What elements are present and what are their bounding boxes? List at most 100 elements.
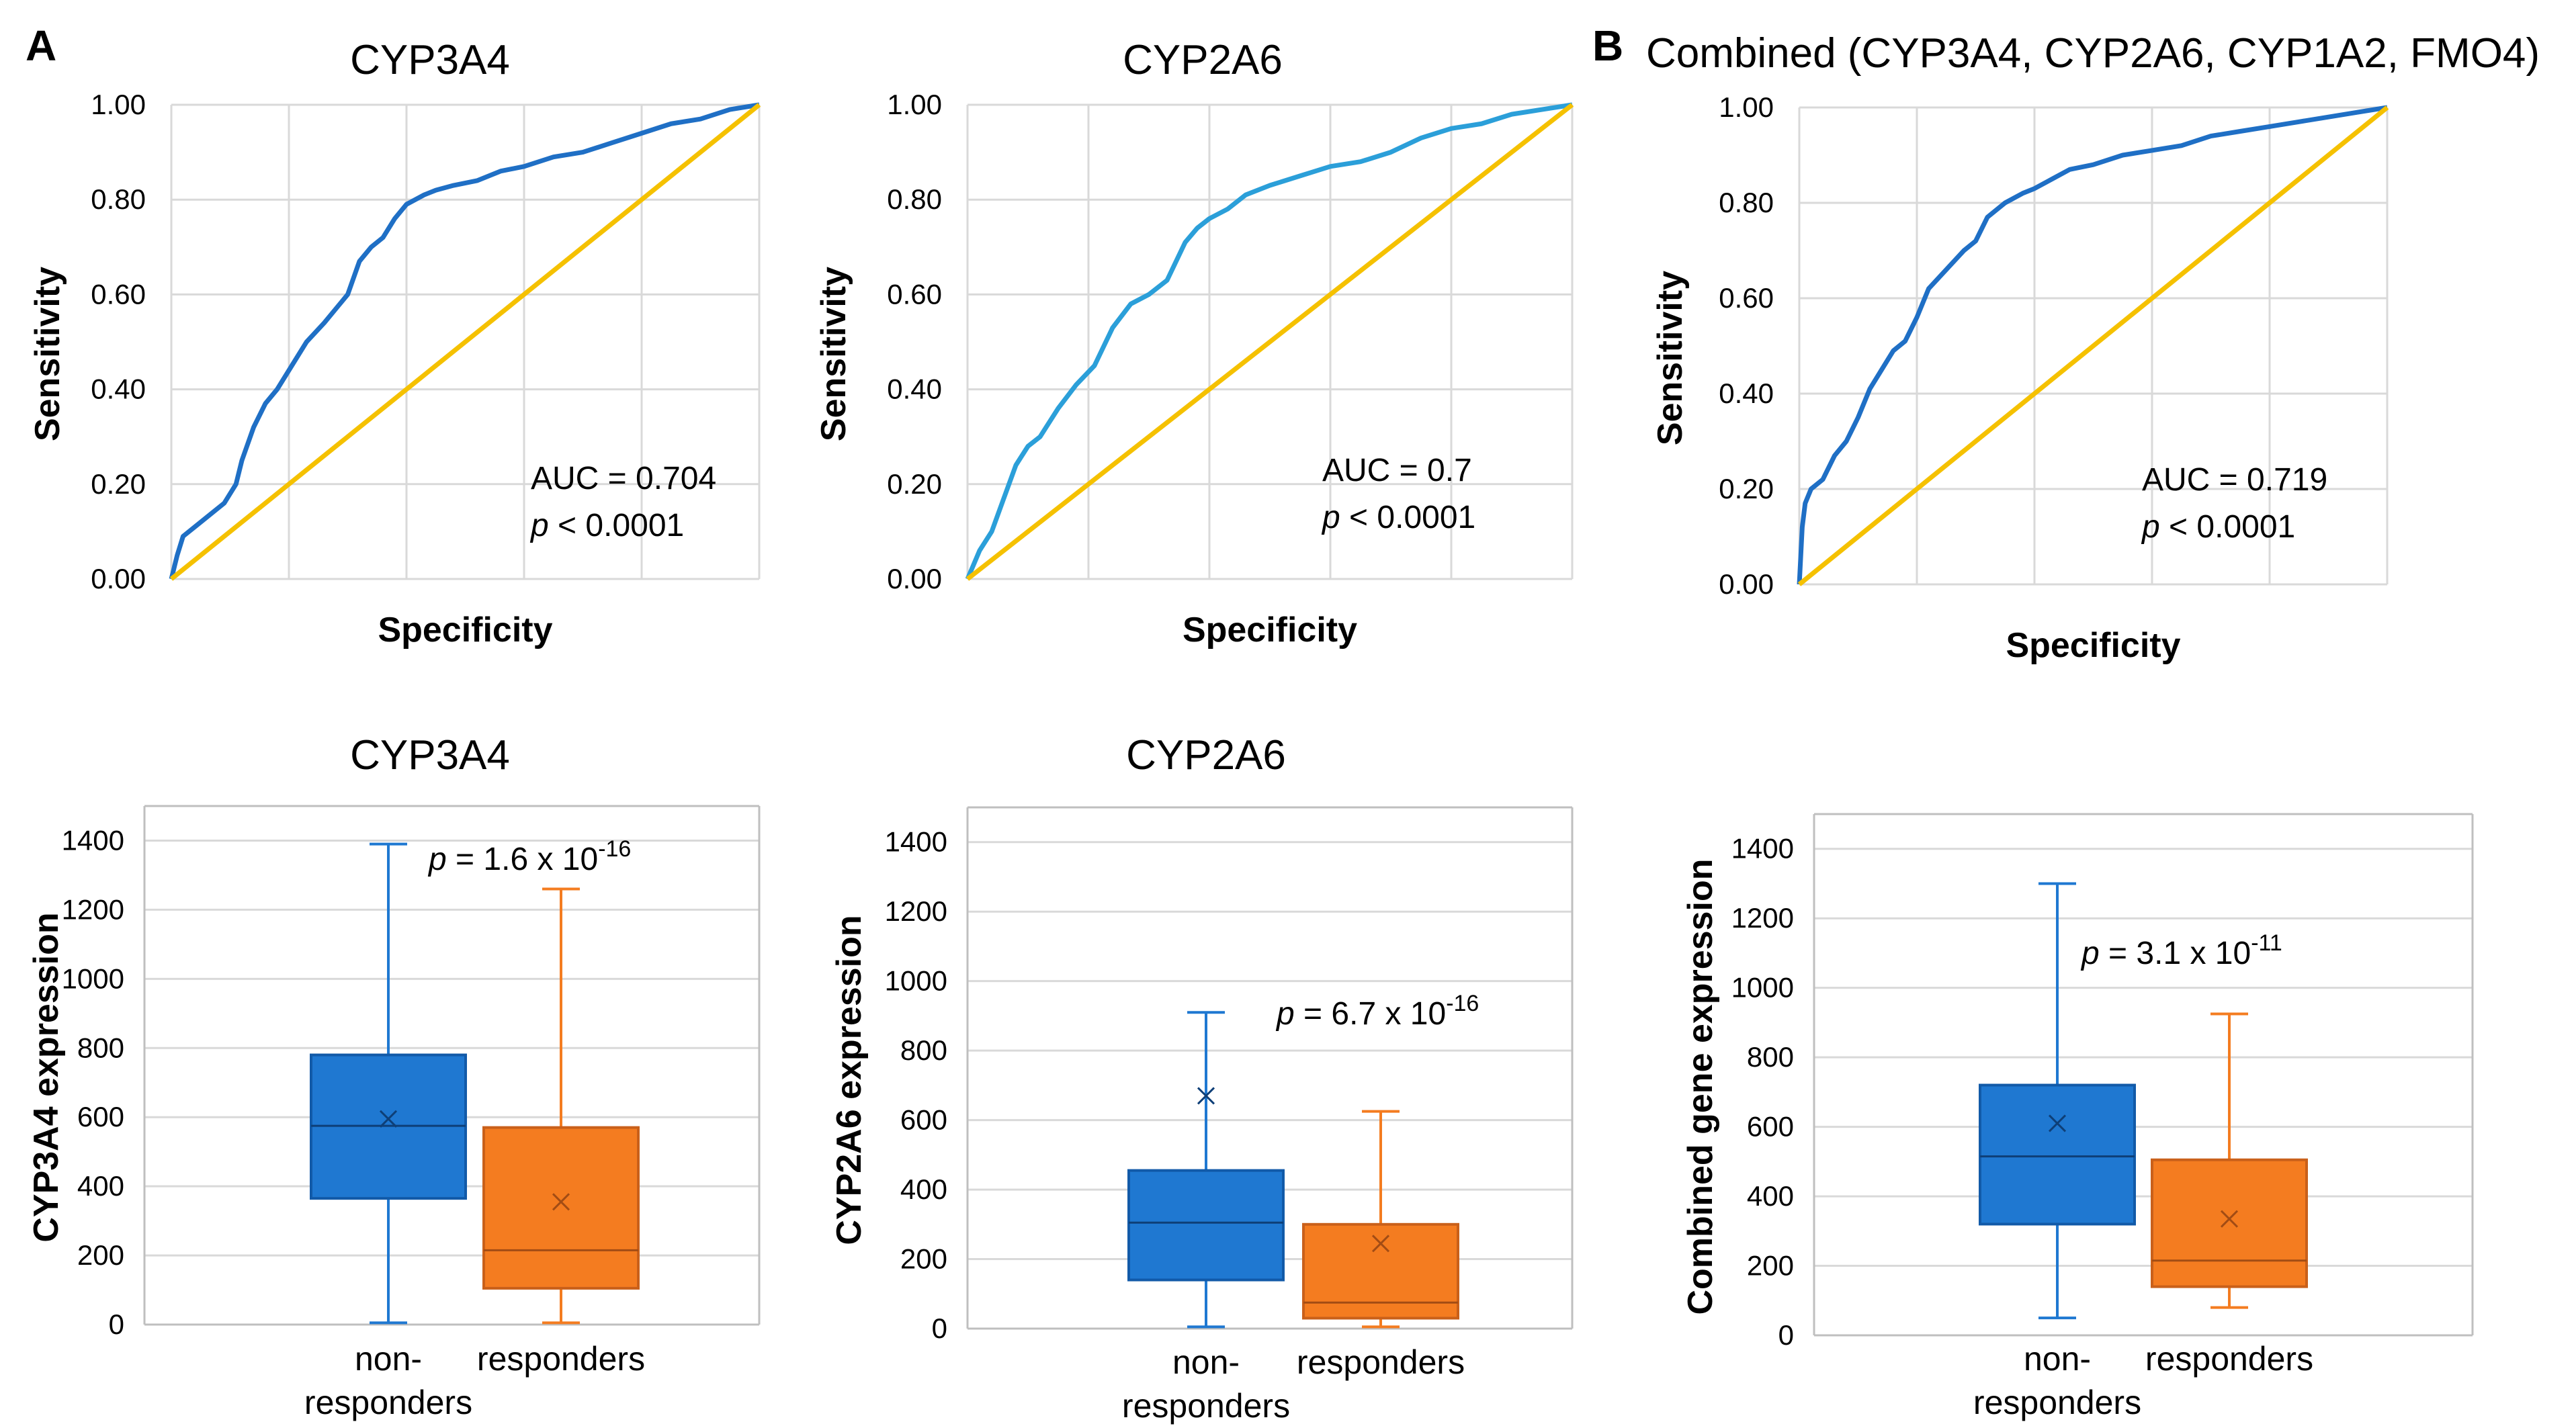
y-tick-label: 200 <box>1747 1250 1794 1282</box>
category-label: responders <box>1973 1384 2141 1421</box>
box-chart-box_cyp2a6: 0 200 400 600 800 1000 1200 1400 non-respondersr… <box>830 732 1574 1425</box>
y-tick-label: 600 <box>900 1104 947 1136</box>
y-axis-label: Combined gene expression <box>1681 858 1720 1314</box>
chart-title: CYP3A4 <box>350 37 510 83</box>
y-tick-label: 0.80 <box>1719 187 1774 218</box>
y-tick-label: 1200 <box>885 895 947 927</box>
y-tick-label: 1400 <box>62 824 124 856</box>
mean-marker <box>1197 1087 1215 1105</box>
mean-marker <box>1371 1235 1390 1253</box>
y-tick-label: 1000 <box>1731 972 1794 1003</box>
y-tick-label: 0.20 <box>887 468 942 500</box>
y-tick-label: 0.20 <box>1719 473 1774 504</box>
category-label: responders <box>477 1340 645 1378</box>
panel-label-a: A <box>26 21 56 70</box>
p-value-text: = 6.7 x 10 <box>1295 996 1447 1032</box>
p-value-annotation: p < 0.0001 <box>2141 509 2295 545</box>
y-tick-label: 0.00 <box>887 563 942 594</box>
y-tick-label: 0.60 <box>1719 282 1774 314</box>
box-responders <box>482 887 640 1325</box>
reference-line <box>965 103 1574 581</box>
p-value-text: = 1.6 x 10 <box>447 842 599 877</box>
auc-annotation: AUC = 0.704 <box>531 461 716 496</box>
y-tick-label: 1000 <box>885 965 947 997</box>
roc-curve <box>965 102 1573 580</box>
y-tick-label: 0.00 <box>1719 568 1774 600</box>
y-tick-label: 1.00 <box>91 89 146 120</box>
y-tick-label: 0.40 <box>1719 377 1774 409</box>
y-tick-label: 0.80 <box>887 183 942 215</box>
p-value-text: = 3.1 x 10 <box>2100 936 2251 971</box>
p-value-annotation: p = 6.7 x 10-16 <box>1275 991 1479 1032</box>
category-label: responders <box>1297 1343 1465 1381</box>
charts: 0.00 0.20 0.40 0.60 0.80 1.00 CYP3A4 Specificit… <box>27 30 2540 1425</box>
y-tick-label: 200 <box>900 1243 947 1275</box>
p-value-text: < 0.0001 <box>1340 500 1476 535</box>
p-value-annotation: p = 1.6 x 10-16 <box>427 836 631 877</box>
chart-title: CYP3A4 <box>350 732 510 778</box>
box-responders <box>1302 1110 1459 1329</box>
roc-curve <box>1797 105 2388 585</box>
y-tick-label: 400 <box>900 1173 947 1205</box>
mean-marker <box>2220 1210 2239 1228</box>
y-axis-label: Sensitivity <box>1651 271 1690 445</box>
category-label: responders <box>2145 1340 2313 1378</box>
y-axis-label: CYP2A6 expression <box>830 915 869 1245</box>
y-axis-label: Sensitivity <box>814 267 853 441</box>
p-value-text: < 0.0001 <box>549 508 685 543</box>
iqr-box <box>1979 1083 2136 1226</box>
y-tick-label: 0.40 <box>887 373 942 405</box>
y-tick-label: 600 <box>77 1101 124 1132</box>
y-tick-label: 0 <box>1778 1319 1794 1351</box>
box-non-responders <box>310 842 467 1325</box>
chart-title: Combined (CYP3A4, CYP2A6, CYP1A2, FMO4) <box>1646 30 2540 77</box>
p-value-text: < 0.0001 <box>2160 509 2296 545</box>
y-tick-label: 0 <box>109 1308 124 1340</box>
y-tick-label: 0.00 <box>91 563 146 594</box>
mean-marker <box>379 1110 398 1128</box>
y-tick-label: 1400 <box>1731 833 1794 864</box>
chart-title: CYP2A6 <box>1126 732 1286 778</box>
chart-title: CYP2A6 <box>1123 37 1283 83</box>
box-non-responders <box>1127 1011 1285 1329</box>
y-tick-label: 1000 <box>62 963 124 994</box>
y-tick-label: 0.60 <box>91 278 146 310</box>
p-symbol: p <box>2080 936 2100 971</box>
iqr-box <box>1302 1222 1459 1320</box>
y-axis-label: CYP3A4 expression <box>27 912 66 1242</box>
p-symbol: p <box>529 508 549 543</box>
auc-annotation: AUC = 0.719 <box>2142 462 2327 498</box>
y-axis-label: Sensitivity <box>28 267 67 441</box>
p-symbol: p <box>2141 509 2160 545</box>
y-tick-label: 0.60 <box>887 278 942 310</box>
x-axis-label: Specificity <box>378 611 552 650</box>
category-label: non- <box>1172 1343 1240 1381</box>
p-value-exponent: -11 <box>2251 930 2282 956</box>
iqr-box <box>2151 1158 2308 1288</box>
y-tick-label: 0.80 <box>91 183 146 215</box>
category-label: non- <box>355 1340 422 1378</box>
y-tick-label: 800 <box>1747 1041 1794 1073</box>
reference-line <box>169 103 761 581</box>
y-tick-label: 0 <box>932 1312 947 1344</box>
p-value-annotation: p = 3.1 x 10-11 <box>2080 930 2282 971</box>
roc-chart-roc_cyp2a6: 0.00 0.20 0.40 0.60 0.80 1.00 CYP2A6 Specificit… <box>814 37 1574 650</box>
reference-line <box>1797 105 2389 586</box>
category-label: non- <box>2024 1340 2091 1378</box>
category-label: responders <box>1122 1387 1290 1425</box>
p-symbol: p <box>1321 500 1340 535</box>
box-chart-box_cyp3a4: 0 200 400 600 800 1000 1200 1400 non-respondersr… <box>27 732 761 1421</box>
mean-marker <box>552 1193 570 1211</box>
category-label: responders <box>304 1384 472 1421</box>
y-tick-label: 1.00 <box>887 89 942 120</box>
y-tick-label: 1200 <box>62 893 124 925</box>
p-value-annotation: p < 0.0001 <box>529 508 684 543</box>
p-value-exponent: -16 <box>598 836 631 862</box>
box-chart-box_combined: 0 200 400 600 800 1000 1200 1400 non-respondersr… <box>1681 813 2474 1421</box>
p-symbol: p <box>427 842 447 877</box>
y-tick-label: 800 <box>77 1032 124 1063</box>
y-tick-label: 600 <box>1747 1111 1794 1143</box>
y-tick-label: 1400 <box>885 826 947 858</box>
p-symbol: p <box>1275 996 1295 1032</box>
